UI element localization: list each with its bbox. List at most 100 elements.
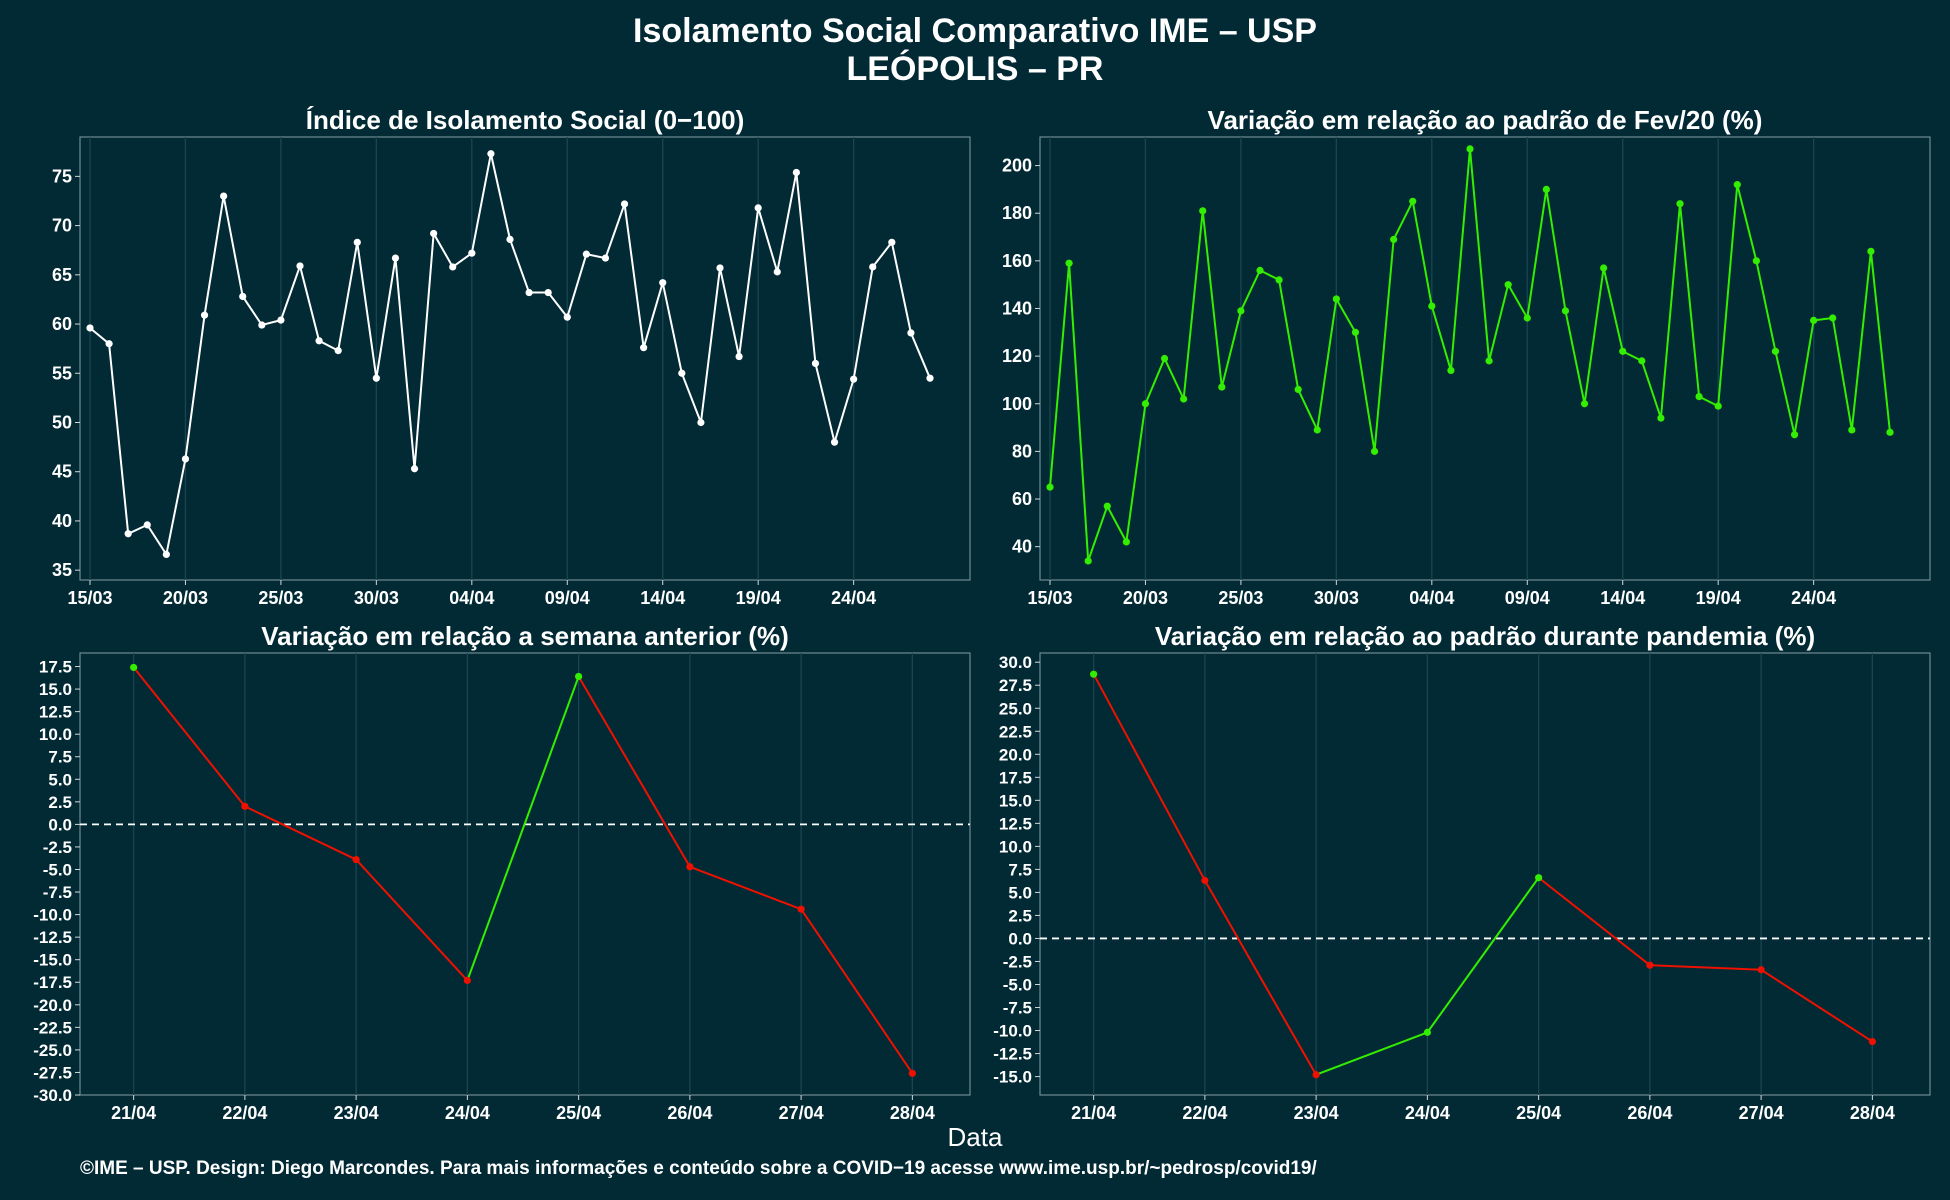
data-point xyxy=(1294,385,1302,394)
data-point xyxy=(1447,366,1455,375)
data-point xyxy=(1810,316,1818,324)
series-line xyxy=(1049,148,1891,562)
data-point xyxy=(1180,395,1188,403)
x-tick-label: 21/04 xyxy=(1071,1103,1116,1123)
y-tick-label: -22.5 xyxy=(33,1018,72,1037)
y-tick-label: 160 xyxy=(1002,251,1032,271)
y-tick-label: 60 xyxy=(1012,489,1032,509)
data-point xyxy=(1714,402,1722,410)
data-point xyxy=(430,229,438,238)
data-point xyxy=(1848,426,1856,434)
series-segment xyxy=(800,908,914,1074)
data-point xyxy=(1218,383,1226,391)
y-tick-label: 2.5 xyxy=(48,793,72,812)
panel-title: Variação em relação ao padrão de Fev/20 … xyxy=(1208,105,1763,135)
data-point xyxy=(908,1069,916,1077)
y-tick-label: 80 xyxy=(1012,441,1032,461)
x-tick-label: 20/03 xyxy=(163,588,208,608)
x-tick-label: 25/04 xyxy=(1516,1103,1561,1123)
x-tick-label: 20/03 xyxy=(1123,588,1168,608)
data-point xyxy=(1084,557,1092,565)
data-point xyxy=(463,976,471,985)
data-point xyxy=(1504,281,1512,289)
y-tick-label: -15.0 xyxy=(993,1068,1032,1087)
y-tick-label: -2.5 xyxy=(43,838,72,857)
series-segment xyxy=(1538,876,1651,966)
y-tick-label: -30.0 xyxy=(33,1086,72,1105)
chart-subtitle: LEÓPOLIS – PR xyxy=(846,50,1104,88)
data-point xyxy=(1103,502,1111,510)
data-point xyxy=(797,905,805,913)
data-point xyxy=(1201,876,1209,885)
y-tick-label: -10.0 xyxy=(33,906,72,925)
x-tick-label: 24/04 xyxy=(1791,588,1836,608)
x-tick-label: 30/03 xyxy=(354,588,399,608)
data-point xyxy=(563,313,571,321)
x-tick-label: 24/04 xyxy=(445,1103,490,1123)
data-point xyxy=(1122,538,1130,546)
x-tick-label: 19/04 xyxy=(1696,588,1741,608)
y-tick-label: -25.0 xyxy=(33,1041,72,1060)
data-point xyxy=(544,288,552,297)
x-tick-label: 09/04 xyxy=(545,588,590,608)
y-tick-label: 5.0 xyxy=(1008,883,1032,902)
data-point xyxy=(792,168,800,177)
chart-panel-2: Variação em relação ao padrão de Fev/20 … xyxy=(1002,105,1931,608)
data-point xyxy=(468,249,476,257)
y-tick-label: 0.0 xyxy=(48,815,72,834)
y-tick-label: -17.5 xyxy=(33,973,72,992)
footer-credits: ©IME – USP. Design: Diego Marcondes. Par… xyxy=(80,1158,1317,1179)
y-tick-label: 5.0 xyxy=(48,770,72,789)
panel-title: Índice de Isolamento Social (0−100) xyxy=(306,105,745,135)
y-tick-label: 30.0 xyxy=(999,653,1032,672)
data-point xyxy=(1065,259,1073,267)
x-tick-label: 28/04 xyxy=(890,1103,935,1123)
y-tick-label: 120 xyxy=(1002,346,1032,366)
data-point xyxy=(1390,235,1398,244)
y-tick-label: 12.5 xyxy=(999,814,1032,833)
data-point xyxy=(716,264,724,272)
data-point xyxy=(697,418,705,427)
x-tick-label: 15/03 xyxy=(67,588,112,608)
data-point xyxy=(1523,314,1531,322)
data-point xyxy=(1868,1037,1876,1046)
series-segment xyxy=(355,858,469,982)
data-point xyxy=(1046,483,1054,491)
y-tick-label: 2.5 xyxy=(1008,906,1032,925)
y-tick-label: 20.0 xyxy=(999,745,1032,764)
data-point xyxy=(143,521,151,529)
chart-panel-4: Variação em relação ao padrão durante pa… xyxy=(993,621,1931,1123)
y-tick-label: 35 xyxy=(52,560,72,580)
x-tick-label: 26/04 xyxy=(1627,1103,1672,1123)
data-point xyxy=(220,192,228,200)
series-segment xyxy=(1315,1031,1428,1076)
data-point xyxy=(315,337,323,345)
panel-title: Variação em relação ao padrão durante pa… xyxy=(1155,621,1815,651)
data-point xyxy=(830,438,839,446)
series-line xyxy=(89,153,931,558)
data-point xyxy=(1757,966,1765,974)
chart-main-title: Isolamento Social Comparativo IME – USP xyxy=(633,12,1317,50)
data-point xyxy=(1695,393,1703,401)
x-tick-label: 26/04 xyxy=(667,1103,712,1123)
y-tick-label: 15.0 xyxy=(999,791,1032,810)
series-segment xyxy=(1649,964,1762,971)
y-tick-label: -2.5 xyxy=(1003,952,1032,971)
data-point xyxy=(1332,295,1340,303)
y-tick-label: -5.0 xyxy=(43,860,72,879)
data-point xyxy=(353,238,361,246)
y-tick-label: 12.5 xyxy=(39,703,72,722)
x-tick-label: 04/04 xyxy=(449,588,494,608)
x-tick-label: 30/03 xyxy=(1314,588,1359,608)
data-point xyxy=(124,530,132,538)
data-point xyxy=(754,204,762,212)
data-point xyxy=(1542,185,1550,193)
data-point xyxy=(640,344,648,352)
series-segment xyxy=(1092,673,1206,881)
data-point xyxy=(575,672,583,681)
x-tick-label: 19/04 xyxy=(736,588,781,608)
x-tick-label: 24/04 xyxy=(1405,1103,1450,1123)
data-point xyxy=(1141,400,1150,408)
y-tick-label: -15.0 xyxy=(33,951,72,970)
